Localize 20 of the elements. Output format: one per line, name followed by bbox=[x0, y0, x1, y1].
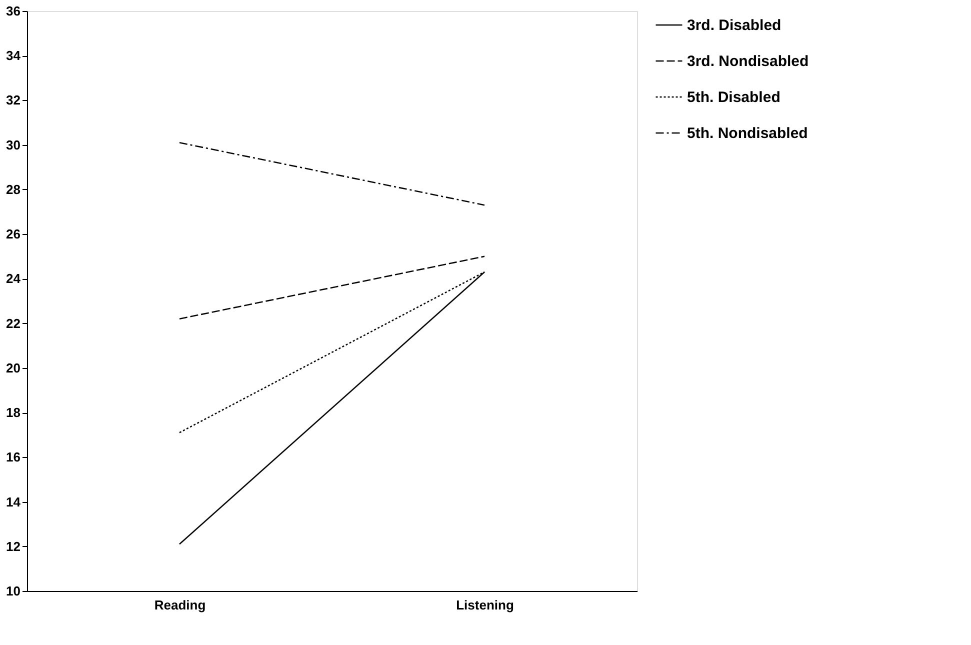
y-tick-label: 20 bbox=[6, 360, 20, 376]
y-tick-label: 22 bbox=[6, 316, 20, 331]
x-tick-label: Reading bbox=[154, 598, 206, 612]
legend-label: 5th. Nondisabled bbox=[687, 125, 808, 142]
y-tick-label: 24 bbox=[6, 271, 22, 286]
y-tick-label: 14 bbox=[6, 494, 22, 510]
y-tick-label: 36 bbox=[6, 4, 20, 18]
y-tick-label: 34 bbox=[6, 48, 22, 64]
y-tick-label: 18 bbox=[6, 405, 20, 420]
y-tick-label: 26 bbox=[6, 226, 20, 242]
y-tick-label: 28 bbox=[6, 182, 20, 197]
y-tick-label: 16 bbox=[6, 450, 20, 465]
legend-label: 3rd. Nondisabled bbox=[687, 53, 809, 70]
legend-label: 5th. Disabled bbox=[687, 89, 780, 106]
y-tick-label: 32 bbox=[6, 92, 20, 108]
y-tick-label: 30 bbox=[6, 137, 20, 152]
x-tick-label: Listening bbox=[456, 598, 514, 612]
legend-label: 3rd. Disabled bbox=[687, 17, 782, 34]
y-tick-label: 12 bbox=[6, 538, 20, 554]
y-tick-label: 10 bbox=[6, 584, 20, 598]
